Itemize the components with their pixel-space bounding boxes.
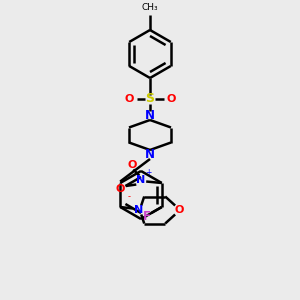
Text: N: N (134, 205, 143, 215)
Text: N: N (145, 109, 155, 122)
Text: F: F (143, 209, 151, 223)
Text: S: S (146, 92, 154, 106)
Text: O: O (124, 94, 134, 104)
Text: +: + (145, 168, 152, 177)
Text: O: O (174, 205, 183, 215)
Text: N: N (145, 148, 155, 161)
Text: O: O (166, 94, 176, 104)
Text: N: N (136, 175, 146, 185)
Text: CH₃: CH₃ (142, 3, 158, 12)
Text: O: O (115, 184, 124, 194)
Text: -: - (127, 192, 130, 201)
Text: O: O (127, 160, 136, 170)
